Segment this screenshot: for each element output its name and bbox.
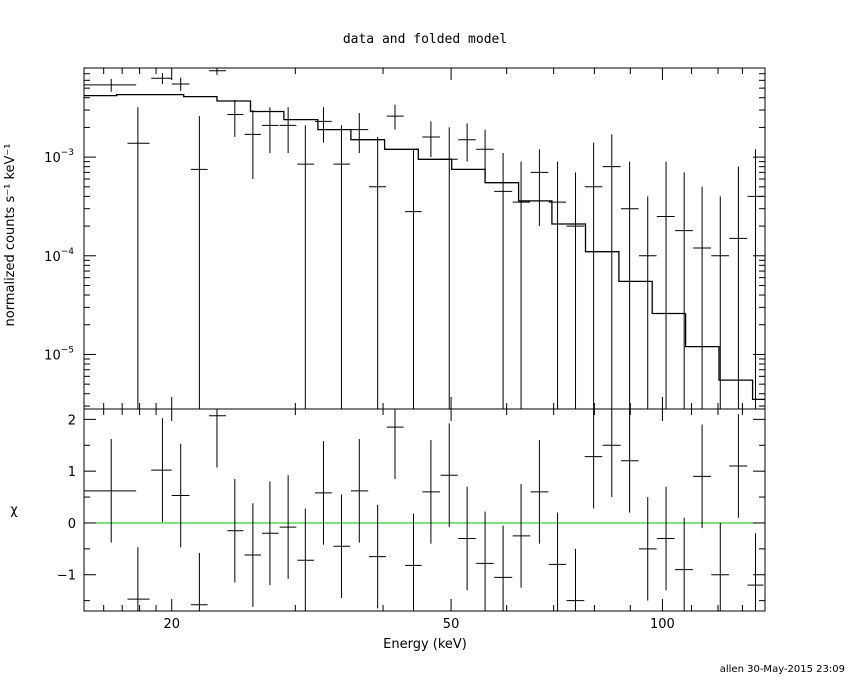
data-point xyxy=(729,166,748,409)
residual-point xyxy=(711,522,729,611)
data-point xyxy=(262,107,279,154)
residual-point xyxy=(494,525,513,611)
residual-point xyxy=(84,439,137,543)
data-point xyxy=(151,73,172,85)
data-point xyxy=(369,136,387,409)
data-point xyxy=(621,161,639,409)
data-point xyxy=(208,68,227,75)
x-tick-label: 50 xyxy=(443,617,460,632)
residual-point xyxy=(747,533,764,611)
y-tick-label: 0 xyxy=(68,517,76,532)
data-point xyxy=(333,125,351,409)
data-points xyxy=(84,68,764,409)
residual-point xyxy=(171,443,190,548)
residual-point xyxy=(151,418,172,522)
lower-plot-frame xyxy=(83,408,766,612)
x-tick-label: 100 xyxy=(650,617,675,632)
residual-point xyxy=(656,486,675,591)
residual-point xyxy=(279,475,297,579)
model-step-line xyxy=(84,93,765,401)
residual-point xyxy=(315,441,332,545)
upper-ticks: 10−3 10−4 10−5 xyxy=(44,67,766,409)
chart-title: data and folded model xyxy=(343,32,507,47)
residual-point xyxy=(530,440,549,544)
data-point xyxy=(244,110,261,179)
residual-point xyxy=(297,508,315,611)
data-point xyxy=(656,161,675,409)
residual-point xyxy=(333,494,351,599)
data-point xyxy=(315,107,332,143)
x-axis-label: Energy (keV) xyxy=(383,637,467,652)
model-histogram xyxy=(84,93,765,401)
y-tick-label: 10−3 xyxy=(44,148,74,166)
residual-point xyxy=(512,484,531,588)
residual-point xyxy=(244,503,261,607)
data-point xyxy=(84,78,137,92)
x-tick-label: 20 xyxy=(163,617,180,632)
residual-point xyxy=(621,409,639,513)
residual-point xyxy=(476,511,494,611)
data-point xyxy=(386,104,404,130)
residual-point xyxy=(386,409,404,479)
residual-point xyxy=(440,423,458,528)
data-point xyxy=(638,196,657,409)
residual-point xyxy=(262,481,279,586)
data-point xyxy=(279,107,297,154)
data-point xyxy=(350,112,369,154)
residual-point xyxy=(227,478,244,583)
y-tick-label: 2 xyxy=(68,413,76,428)
y-tick-label: 10−4 xyxy=(44,247,74,265)
residual-point xyxy=(350,439,369,543)
lower-ticks: −1 0 1 2 20 50 100 xyxy=(57,409,766,632)
upper-y-axis-label: normalized counts s⁻¹ keV⁻¹ xyxy=(3,144,18,327)
data-point xyxy=(127,107,150,409)
residual-point xyxy=(729,414,748,518)
footer-stamp: allen 30-May-2015 23:09 xyxy=(720,664,845,675)
upper-panel: 10−3 10−4 10−5 normalized counts s⁻¹ keV⁻¹ xyxy=(3,67,766,410)
residual-point xyxy=(208,409,227,468)
lower-panel: −1 0 1 2 20 50 100 χ Energy (keV) xyxy=(10,408,766,652)
residual-point xyxy=(422,440,440,544)
data-point xyxy=(566,172,585,409)
data-point xyxy=(440,127,458,409)
data-point xyxy=(602,134,621,409)
residual-point xyxy=(693,424,712,529)
y-tick-label: 10−5 xyxy=(44,345,74,363)
data-point xyxy=(297,125,315,409)
data-point xyxy=(711,196,729,409)
data-point xyxy=(227,99,244,137)
residual-point xyxy=(405,513,422,611)
residual-point xyxy=(458,486,476,591)
data-point xyxy=(190,116,208,409)
data-point xyxy=(548,161,567,409)
residual-point xyxy=(674,517,693,611)
lower-y-axis-label: χ xyxy=(10,503,18,518)
data-point xyxy=(476,129,494,179)
residual-point xyxy=(127,547,150,611)
residual-point xyxy=(638,497,657,601)
residual-point xyxy=(190,552,208,611)
upper-plot-frame xyxy=(83,67,766,410)
data-point xyxy=(530,149,549,227)
data-point xyxy=(422,121,440,158)
residual-point xyxy=(584,409,603,509)
data-point xyxy=(693,186,712,409)
data-point xyxy=(584,142,603,409)
data-point xyxy=(512,161,531,409)
residual-points xyxy=(84,409,764,611)
residual-point xyxy=(602,409,621,498)
y-tick-label: −1 xyxy=(57,569,76,584)
y-tick-label: 1 xyxy=(68,465,76,480)
data-point xyxy=(458,123,476,162)
data-point xyxy=(405,149,422,409)
residual-point xyxy=(548,512,567,611)
residual-point xyxy=(566,548,585,611)
residual-point xyxy=(369,504,387,609)
data-point xyxy=(674,172,693,409)
data-point xyxy=(494,153,513,409)
data-point xyxy=(171,77,190,91)
